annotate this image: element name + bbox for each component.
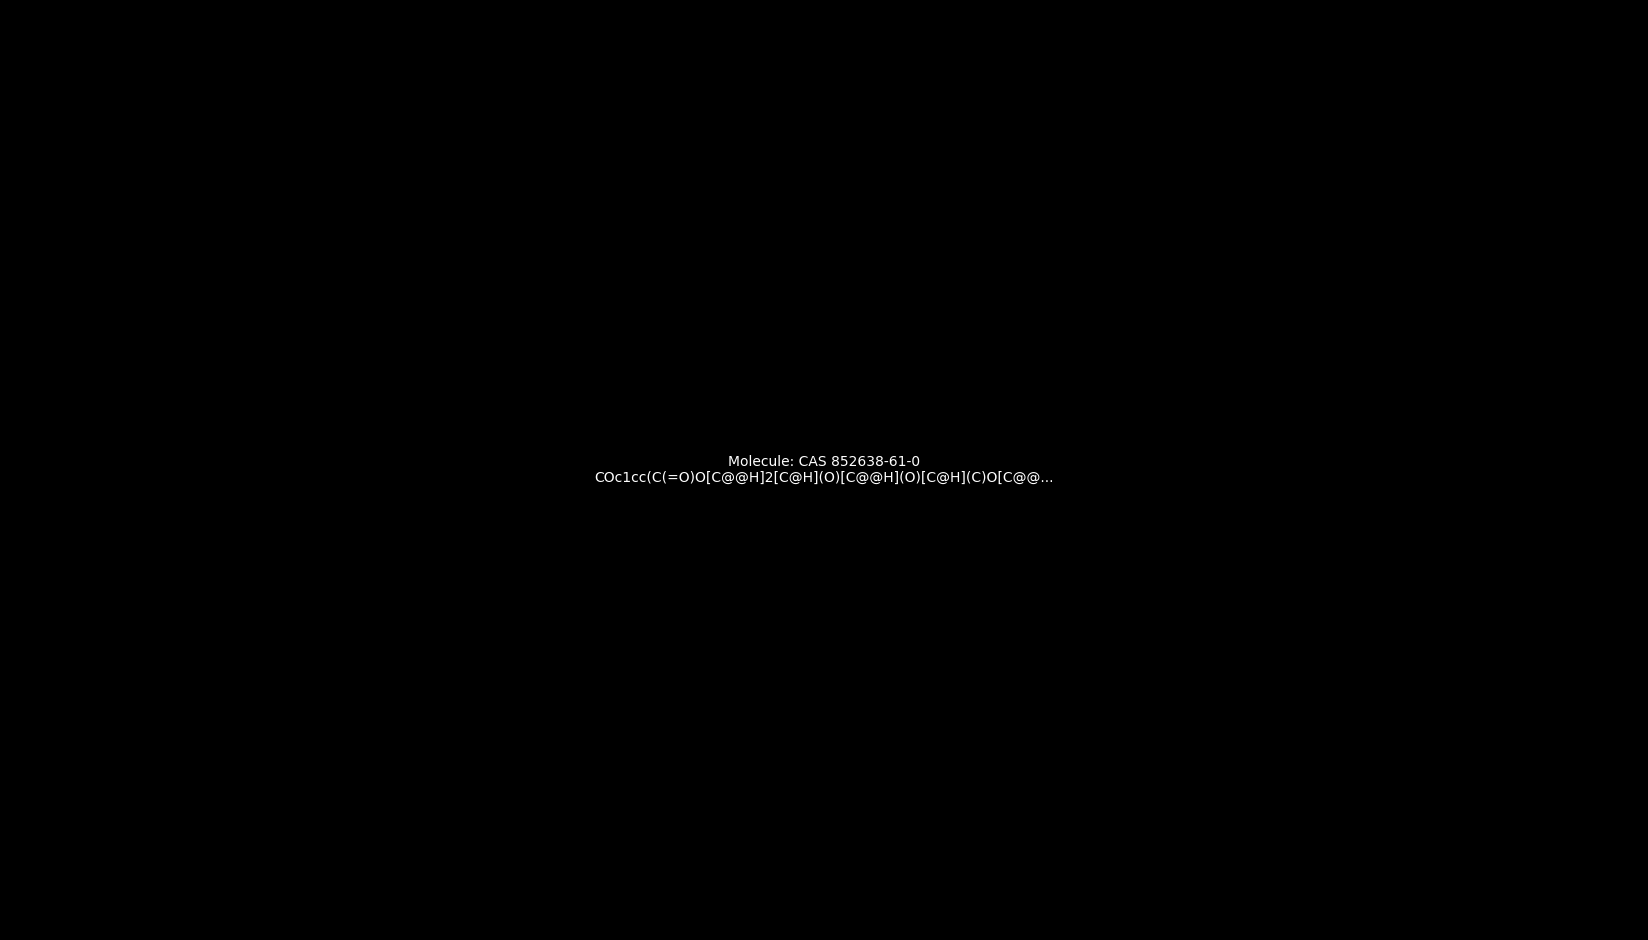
Text: Molecule: CAS 852638-61-0
COc1cc(C(=O)O[C@@H]2[C@H](O)[C@@H](O)[C@H](C)O[C@@...: Molecule: CAS 852638-61-0 COc1cc(C(=O)O[… (595, 455, 1053, 485)
